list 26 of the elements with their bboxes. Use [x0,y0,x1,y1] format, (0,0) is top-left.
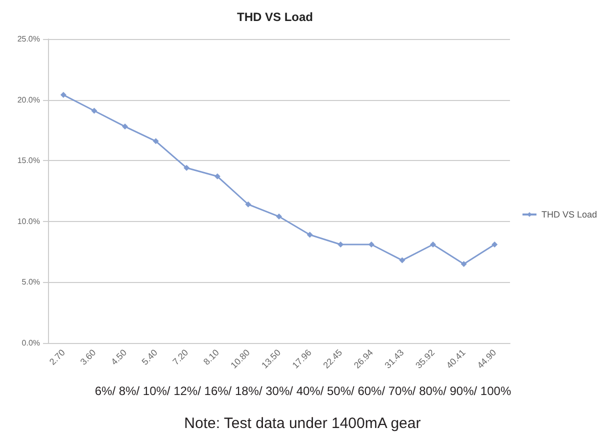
point [276,214,282,220]
y-tick-label: 20.0% [17,95,40,104]
text: Note: Test data under 1400mA gear [184,415,421,432]
y-tick-label: 5.0% [22,278,40,287]
legend-label: THD VS Load [541,210,598,220]
point [91,108,98,114]
x-tick-label: 4.50 [109,347,129,367]
point [152,138,159,144]
point [122,124,128,130]
x-tick-label: 8.10 [201,347,221,367]
point [184,164,190,171]
point [214,173,220,180]
y-tick-label: 15.0% [17,156,40,166]
point [399,257,406,264]
point [460,260,467,267]
x-tick-label: 7.20 [170,347,190,367]
point [492,242,498,248]
point [306,232,313,238]
y-tick-label: 10.0% [17,216,40,226]
point [60,92,66,98]
text: 6%/ 8%/ 10%/ 12%/ 16%/ 18%/ 30%/ 40%/ 50%/ 60%/ 70%/ 80%/ 90%/ 100% [94,384,512,398]
y-tick-label: 25.0% [17,34,40,44]
chart-title: THD VS Load [236,10,314,24]
y-tick-label: 0.0% [22,338,40,348]
point [430,242,436,248]
point [245,201,252,208]
